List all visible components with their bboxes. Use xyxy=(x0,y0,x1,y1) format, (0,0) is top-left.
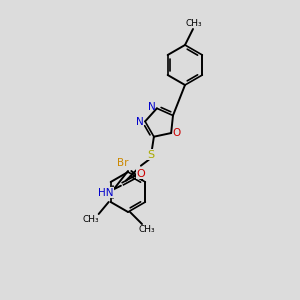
Text: CH₃: CH₃ xyxy=(139,224,155,233)
Text: CH₃: CH₃ xyxy=(82,214,99,224)
Text: S: S xyxy=(147,150,155,160)
Text: O: O xyxy=(136,169,145,179)
Text: O: O xyxy=(172,128,180,138)
Text: Br: Br xyxy=(117,158,128,168)
Text: N: N xyxy=(136,117,144,128)
Text: N: N xyxy=(148,102,156,112)
Text: CH₃: CH₃ xyxy=(186,19,202,28)
Text: HN: HN xyxy=(98,188,114,198)
